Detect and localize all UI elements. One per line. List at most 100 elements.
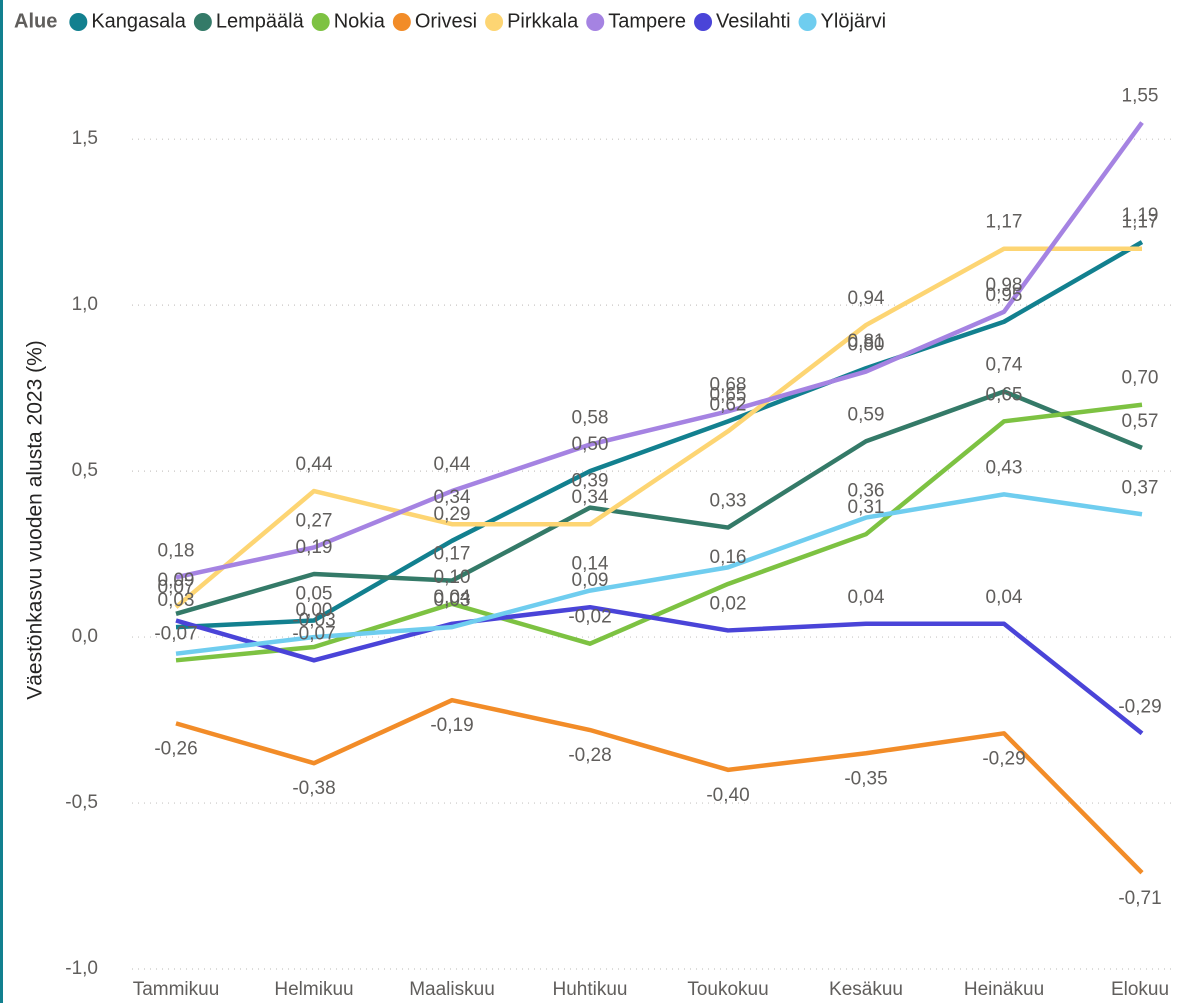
series-line [175, 697, 1144, 875]
data-label: 0,68 [710, 374, 747, 395]
data-label: 0,50 [572, 434, 609, 455]
data-label: 0,37 [1122, 477, 1159, 498]
data-label: -0,29 [1118, 696, 1161, 717]
data-label: 0,10 [434, 567, 471, 588]
data-label: 0,04 [848, 587, 885, 608]
data-label: 0,04 [434, 587, 471, 608]
data-label: 0,36 [848, 481, 885, 502]
legend-marker [193, 13, 212, 31]
data-label: 1,19 [1122, 205, 1159, 226]
data-label: 0,44 [434, 454, 471, 475]
legend-marker [798, 13, 817, 31]
data-label: -0,29 [982, 748, 1025, 769]
data-label: 0,03 [158, 590, 195, 611]
legend-marker [311, 13, 330, 31]
data-label: 0,94 [848, 288, 885, 309]
series-line [175, 402, 1143, 663]
data-label: 0,74 [986, 354, 1023, 375]
data-label: 0,59 [848, 404, 885, 425]
data-label: 1,17 [1122, 212, 1159, 233]
data-label: 0,02 [710, 593, 747, 614]
data-label: 0,33 [710, 491, 747, 512]
frame-border [0, 0, 3, 1003]
legend-marker [392, 13, 411, 31]
legend-marker [69, 13, 88, 31]
legend-label: Kangasala [91, 10, 186, 32]
y-tick-label: 0,5 [72, 460, 98, 481]
data-label: -0,03 [292, 610, 335, 631]
y-tick-label: -0,5 [65, 792, 98, 813]
y-tick-label: 1,0 [72, 294, 98, 315]
data-label: 0,57 [1122, 411, 1159, 432]
legend-marker [586, 13, 605, 31]
x-tick-label: Elokuu [1111, 979, 1169, 1000]
data-label: 0,07 [158, 577, 195, 598]
data-label: -0,35 [844, 768, 887, 789]
x-tick-label: Helmikuu [274, 979, 353, 1000]
series-line [174, 246, 1142, 609]
legend-label: Ylöjärvi [821, 10, 887, 32]
data-label: 0,43 [986, 457, 1023, 478]
x-tick-label: Maaliskuu [409, 979, 495, 1000]
data-label: 0,98 [986, 275, 1023, 296]
data-label: 0,44 [296, 454, 333, 475]
data-label: 0,05 [296, 583, 333, 604]
data-label: 0,80 [848, 335, 885, 356]
x-tick-label: Huhtikuu [553, 979, 628, 1000]
data-label: 0,95 [986, 285, 1023, 306]
y-tick-label: 1,5 [72, 128, 98, 149]
legend-title: Alue [14, 10, 57, 32]
y-tick-label: 0,0 [72, 626, 98, 647]
series-line [175, 121, 1144, 580]
series-line [175, 492, 1143, 656]
data-label: 0,27 [296, 510, 333, 531]
data-label: -0,71 [1118, 888, 1161, 909]
data-label: 1,55 [1122, 86, 1159, 107]
data-label: 0,58 [572, 408, 609, 429]
data-label: 0,00 [296, 600, 333, 621]
legend-label: Tampere [608, 10, 686, 32]
x-tick-label: Tammikuu [133, 979, 220, 1000]
data-label: 0,70 [1122, 368, 1159, 389]
x-tick-label: Toukokuu [687, 979, 768, 1000]
data-label: 0,65 [710, 384, 747, 405]
legend-marker [694, 13, 713, 31]
data-label: 0,14 [572, 554, 609, 575]
y-tick-label: -1,0 [65, 958, 98, 979]
data-label: 0,03 [434, 590, 471, 611]
data-label: -0,07 [292, 623, 335, 644]
data-label: 0,34 [572, 487, 609, 508]
legend-label: Vesilahti [716, 10, 791, 32]
data-label: -0,26 [154, 738, 197, 759]
legend-label: Pirkkala [507, 10, 579, 32]
data-label: 0,04 [986, 587, 1023, 608]
data-label: 0,18 [158, 540, 195, 561]
data-label: -0,38 [292, 778, 335, 799]
data-label: 0,34 [434, 487, 471, 508]
x-tick-label: Kesäkuu [829, 979, 903, 1000]
x-tick-label: Heinäkuu [964, 979, 1044, 1000]
data-label: 1,17 [986, 212, 1023, 233]
data-label: 0,19 [296, 537, 333, 558]
y-axis-title: Väestönkasvu vuoden alusta 2023 (%) [24, 340, 47, 700]
series-line [175, 240, 1144, 630]
data-label: 0,09 [572, 570, 609, 591]
data-label: 0,65 [986, 384, 1023, 405]
data-label: 0,31 [848, 497, 885, 518]
series-line [175, 389, 1143, 617]
data-label: 0,29 [434, 504, 471, 525]
data-label: 0,39 [572, 471, 609, 492]
data-label: 0,81 [848, 331, 885, 352]
data-label: -0,07 [154, 623, 197, 644]
data-label: 0,62 [710, 394, 747, 415]
legend-label: Lempäälä [216, 10, 305, 32]
data-label: -0,40 [706, 785, 749, 806]
legend-marker [485, 13, 504, 31]
legend-label: Orivesi [415, 10, 477, 32]
series-line [175, 604, 1144, 736]
data-label: -0,28 [568, 745, 611, 766]
data-label: -0,02 [568, 607, 611, 628]
data-label: 0,09 [158, 570, 195, 591]
